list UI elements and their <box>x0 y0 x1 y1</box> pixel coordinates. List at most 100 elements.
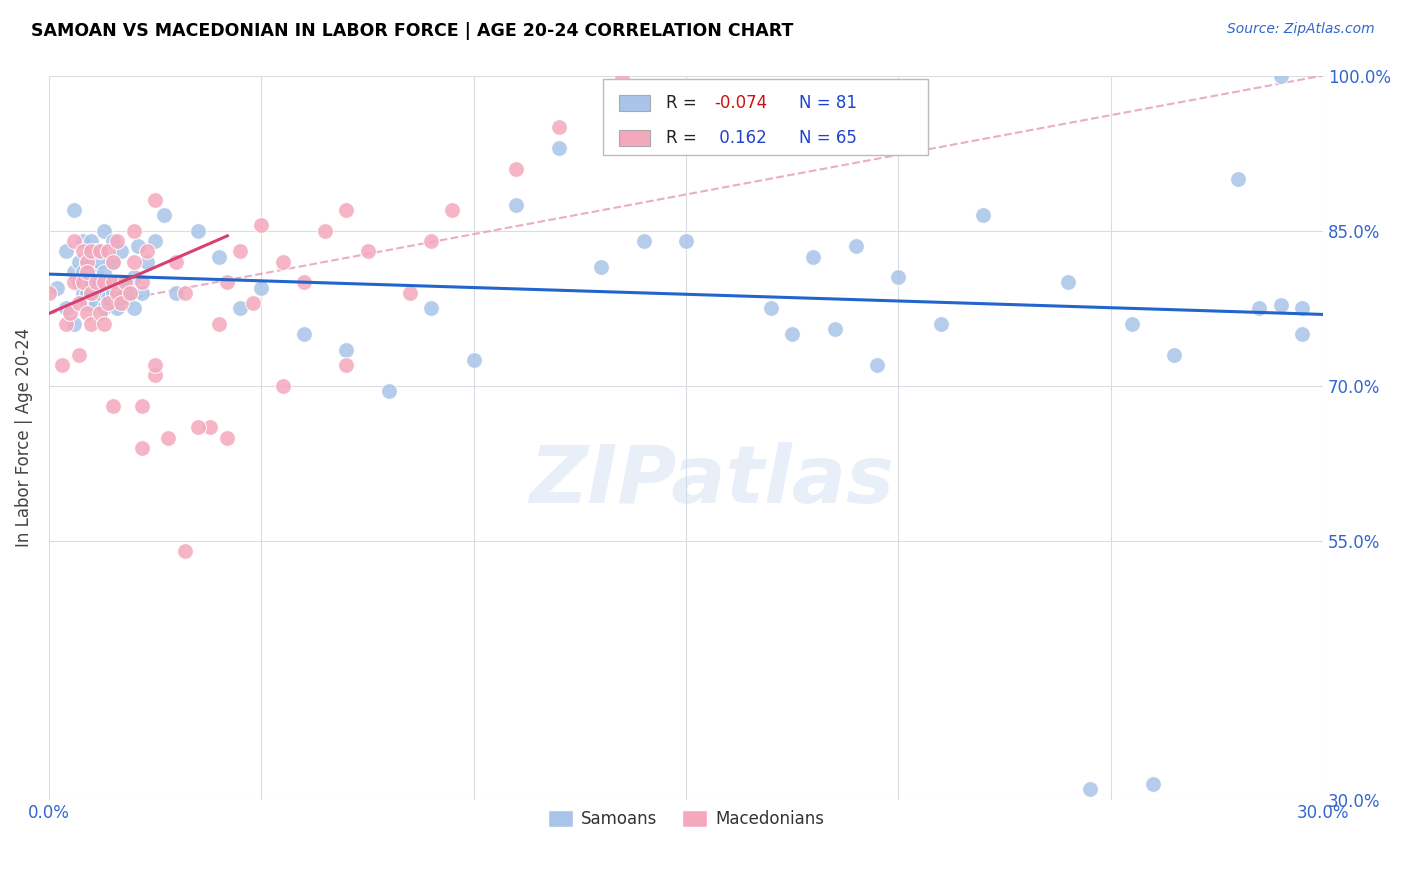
Text: -0.074: -0.074 <box>714 94 768 112</box>
Point <box>93 276 115 290</box>
Point <box>101 254 124 268</box>
Point <box>122 254 145 268</box>
Point <box>972 208 994 222</box>
Point <box>165 254 187 268</box>
Point <box>229 301 252 316</box>
Point <box>217 430 239 444</box>
Point <box>1249 301 1271 316</box>
Point <box>80 244 103 259</box>
Point <box>101 285 124 300</box>
Point <box>63 234 86 248</box>
Text: R =: R = <box>665 94 702 112</box>
Point <box>72 234 94 248</box>
Point <box>929 317 952 331</box>
Point <box>143 234 166 248</box>
Point <box>67 348 90 362</box>
Text: N = 81: N = 81 <box>800 94 858 112</box>
Point <box>101 276 124 290</box>
Point <box>131 400 153 414</box>
Point <box>89 244 111 259</box>
Point <box>356 244 378 259</box>
Point <box>1163 348 1185 362</box>
Point <box>292 327 315 342</box>
Point <box>80 285 103 300</box>
Point <box>335 202 357 217</box>
Y-axis label: In Labor Force | Age 20-24: In Labor Force | Age 20-24 <box>15 328 32 547</box>
Point <box>1078 782 1101 797</box>
Point <box>59 306 82 320</box>
Point <box>118 285 141 300</box>
Point <box>93 301 115 316</box>
Point <box>152 208 174 222</box>
Point <box>89 244 111 259</box>
Point <box>217 276 239 290</box>
FancyBboxPatch shape <box>603 79 928 155</box>
Point <box>63 317 86 331</box>
Point <box>76 296 98 310</box>
Point <box>759 301 782 316</box>
Point <box>101 254 124 268</box>
Point <box>845 239 868 253</box>
Point <box>292 276 315 290</box>
Point <box>80 234 103 248</box>
Point <box>131 276 153 290</box>
Point <box>67 296 90 310</box>
Point <box>93 265 115 279</box>
FancyBboxPatch shape <box>619 95 651 111</box>
Point <box>63 265 86 279</box>
Point <box>1291 301 1313 316</box>
Point <box>72 285 94 300</box>
Point <box>780 327 803 342</box>
Point <box>80 276 103 290</box>
Point <box>173 544 195 558</box>
Point <box>824 322 846 336</box>
Point <box>135 254 157 268</box>
Point <box>547 120 569 135</box>
Point <box>97 244 120 259</box>
Point <box>80 317 103 331</box>
Point <box>143 358 166 372</box>
Text: 0.162: 0.162 <box>714 128 766 146</box>
Point <box>110 291 132 305</box>
Point <box>76 285 98 300</box>
Point <box>63 276 86 290</box>
Point <box>105 285 128 300</box>
Point <box>84 265 107 279</box>
Point <box>131 285 153 300</box>
Point <box>420 301 443 316</box>
Point <box>1270 69 1292 83</box>
Point <box>105 276 128 290</box>
Point <box>200 420 222 434</box>
Point <box>1291 327 1313 342</box>
Point <box>208 317 231 331</box>
Point <box>335 358 357 372</box>
Point <box>72 276 94 290</box>
Point <box>314 224 336 238</box>
Point <box>156 430 179 444</box>
Point <box>46 280 69 294</box>
Point <box>208 250 231 264</box>
Point <box>250 280 273 294</box>
Point <box>505 198 527 212</box>
Point <box>105 301 128 316</box>
Point <box>101 400 124 414</box>
Point <box>399 285 422 300</box>
Text: R =: R = <box>665 128 702 146</box>
Point <box>803 250 825 264</box>
Point <box>173 285 195 300</box>
Point <box>866 358 889 372</box>
Point <box>38 285 60 300</box>
Point <box>76 276 98 290</box>
Point <box>84 276 107 290</box>
Point <box>97 276 120 290</box>
Point <box>67 276 90 290</box>
Point <box>110 244 132 259</box>
Point <box>76 254 98 268</box>
Point <box>105 234 128 248</box>
Legend: Samoans, Macedonians: Samoans, Macedonians <box>541 803 831 835</box>
Point <box>271 254 294 268</box>
Point <box>335 343 357 357</box>
Point <box>101 234 124 248</box>
Point <box>72 265 94 279</box>
Text: N = 65: N = 65 <box>800 128 858 146</box>
